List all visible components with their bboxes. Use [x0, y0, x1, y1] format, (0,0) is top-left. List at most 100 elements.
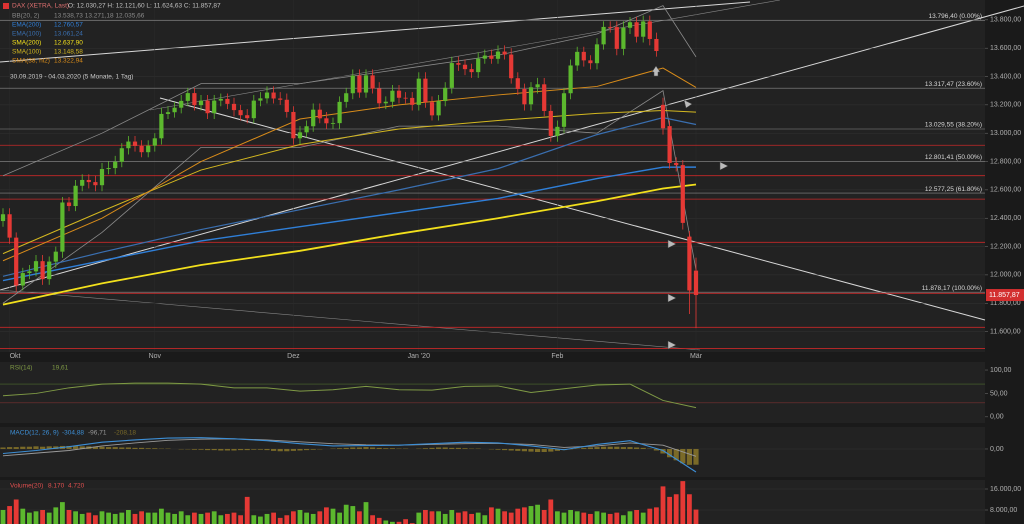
- candle-body: [20, 273, 25, 286]
- volume-bar: [271, 512, 276, 524]
- macd-histogram: [693, 448, 699, 465]
- volume-bar: [258, 516, 263, 524]
- fib-label: 12.801,41 (50.00%): [925, 154, 982, 161]
- candle-body: [337, 101, 342, 124]
- macd-histogram: [422, 448, 428, 449]
- macd-histogram: [257, 448, 263, 450]
- candle-body: [390, 90, 395, 102]
- y-tick-label: 12.200,00: [990, 243, 1021, 250]
- macd-histogram: [152, 448, 158, 449]
- macd-histogram: [640, 447, 646, 449]
- volume-bar: [304, 512, 309, 524]
- trendline: [159, 97, 986, 321]
- volume-bar: [634, 510, 639, 524]
- volume-bar: [429, 511, 435, 524]
- candle-body: [416, 78, 421, 105]
- candle-body: [40, 261, 45, 280]
- macd-histogram: [73, 445, 79, 449]
- volume-bar: [495, 508, 501, 524]
- macd-histogram: [449, 447, 455, 449]
- fib-label: 12.577,25 (61.80%): [925, 186, 982, 193]
- legend-value: -96,71: [88, 430, 107, 437]
- candle-body: [476, 58, 481, 73]
- candle-body: [528, 87, 534, 105]
- macd-histogram: [46, 446, 52, 449]
- candle-body: [456, 63, 461, 65]
- candle-body: [159, 113, 164, 139]
- candle-body: [0, 214, 6, 222]
- volume-bar: [119, 512, 125, 524]
- macd-histogram: [238, 448, 244, 451]
- bollinger-upper: [2, 5, 697, 177]
- volume-bar: [647, 508, 653, 524]
- candle-body: [284, 99, 289, 112]
- x-tick-label: Feb: [551, 353, 563, 360]
- volume-bar: [654, 507, 659, 524]
- y-tick-label: 0,00: [990, 446, 1004, 453]
- macd-histogram: [106, 447, 112, 449]
- candle-body: [27, 271, 32, 274]
- volume-bar: [238, 515, 243, 524]
- volume-bar: [640, 512, 646, 524]
- macd-histogram: [370, 447, 376, 449]
- candle-body: [693, 270, 699, 296]
- arrow: [667, 340, 677, 350]
- macd-histogram: [290, 448, 296, 451]
- candle-body: [443, 87, 448, 102]
- volume-bar: [568, 510, 573, 524]
- candle-body: [614, 27, 619, 49]
- volume-bar: [357, 511, 362, 524]
- candle-body: [515, 78, 520, 89]
- volume-bar: [277, 517, 283, 524]
- volume-bar: [462, 511, 468, 524]
- legend-name: SMA(100): [12, 49, 41, 56]
- macd-histogram: [653, 448, 659, 451]
- volume-bar: [508, 512, 514, 524]
- candle-body: [245, 115, 250, 119]
- volume-bar: [423, 510, 428, 524]
- candle-body: [212, 100, 217, 114]
- volume-bar: [297, 510, 303, 524]
- macd-histogram: [244, 448, 250, 451]
- legend-value: 19,61: [52, 365, 69, 372]
- macd-histogram: [271, 448, 277, 451]
- candle-body: [647, 21, 652, 39]
- candle-body: [601, 26, 606, 45]
- macd-histogram: [66, 445, 72, 449]
- candle-body: [291, 111, 296, 139]
- volume-bar: [165, 512, 171, 524]
- macd-histogram: [205, 448, 211, 451]
- volume-bar: [7, 506, 12, 524]
- macd-histogram: [297, 448, 303, 451]
- macd-histogram: [33, 446, 39, 449]
- macd-histogram: [607, 446, 613, 449]
- volume-bar: [112, 513, 118, 524]
- volume-bar: [53, 507, 59, 524]
- volume-bar: [396, 521, 402, 524]
- macd-histogram: [462, 448, 468, 449]
- candle-body: [594, 44, 600, 64]
- macd-histogram: [389, 448, 395, 449]
- candle-body: [258, 98, 263, 101]
- candle-body: [396, 90, 402, 98]
- macd-histogram: [79, 446, 85, 449]
- volume-bar: [673, 494, 679, 524]
- macd-histogram: [198, 448, 204, 450]
- macd-histogram: [337, 448, 343, 449]
- legend-value: 13.322,94: [54, 58, 83, 65]
- fib-label: 13.796,40 (0.00%): [929, 13, 982, 20]
- arrow: [667, 293, 677, 303]
- legend-value: 4.720: [68, 483, 85, 490]
- rsi-panel: [0, 362, 985, 423]
- candle-body: [502, 51, 507, 55]
- volume-bar: [317, 511, 323, 524]
- x-tick-label: Dez: [287, 353, 300, 360]
- arrow: [667, 239, 677, 249]
- volume-bar: [390, 521, 395, 524]
- last-price-label: 11.857,87: [989, 292, 1020, 299]
- candle-body: [555, 126, 560, 136]
- volume-bar: [343, 504, 349, 524]
- candle-body: [324, 118, 329, 124]
- candle-body: [132, 141, 138, 146]
